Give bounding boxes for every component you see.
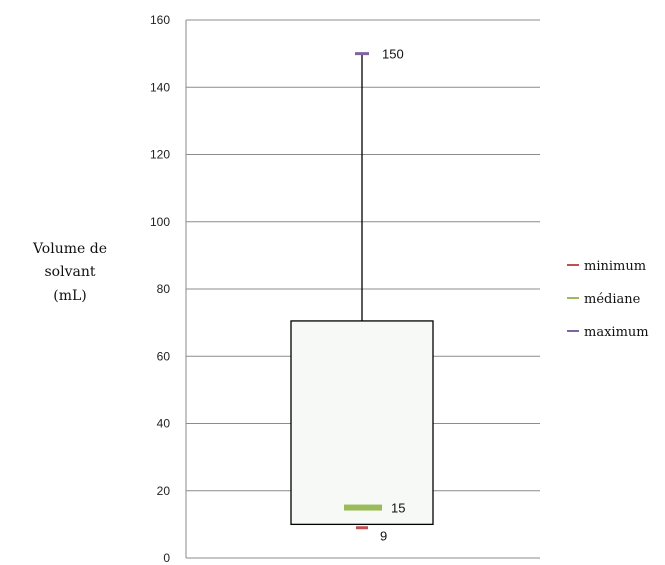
maximum-marker (355, 52, 369, 56)
y-tick-label: 60 (157, 349, 171, 363)
y-tick-label: 100 (150, 215, 170, 229)
legend-label-minimum: minimum (584, 259, 646, 274)
y-tick-label: 0 (163, 551, 170, 565)
legend: minimum médiane maximum (567, 259, 649, 340)
minimum-marker (356, 526, 368, 530)
legend-label-maximum: maximum (584, 325, 649, 340)
y-tick-label: 40 (157, 417, 171, 431)
legend-label-mediane: médiane (584, 292, 641, 307)
y-axis-label-line: (mL) (53, 288, 87, 304)
y-tick-label: 160 (150, 13, 170, 27)
maximum-data-label: 150 (382, 47, 404, 62)
y-axis-label: Volume de solvant (mL) (32, 241, 107, 304)
y-tick-label: 140 (150, 80, 170, 94)
y-tick-label: 80 (157, 282, 171, 296)
box (290, 320, 434, 526)
y-axis-label-line: Volume de (32, 241, 107, 257)
gridlines (186, 19, 540, 559)
minimum-data-label: 9 (380, 529, 387, 544)
y-tick-label: 120 (150, 148, 170, 162)
y-axis: 160 140 120 100 80 60 40 20 0 (150, 13, 187, 565)
y-axis-label-line: solvant (45, 264, 96, 280)
median-data-label: 15 (391, 501, 405, 516)
y-tick-label: 20 (157, 484, 171, 498)
median-marker (344, 504, 382, 511)
